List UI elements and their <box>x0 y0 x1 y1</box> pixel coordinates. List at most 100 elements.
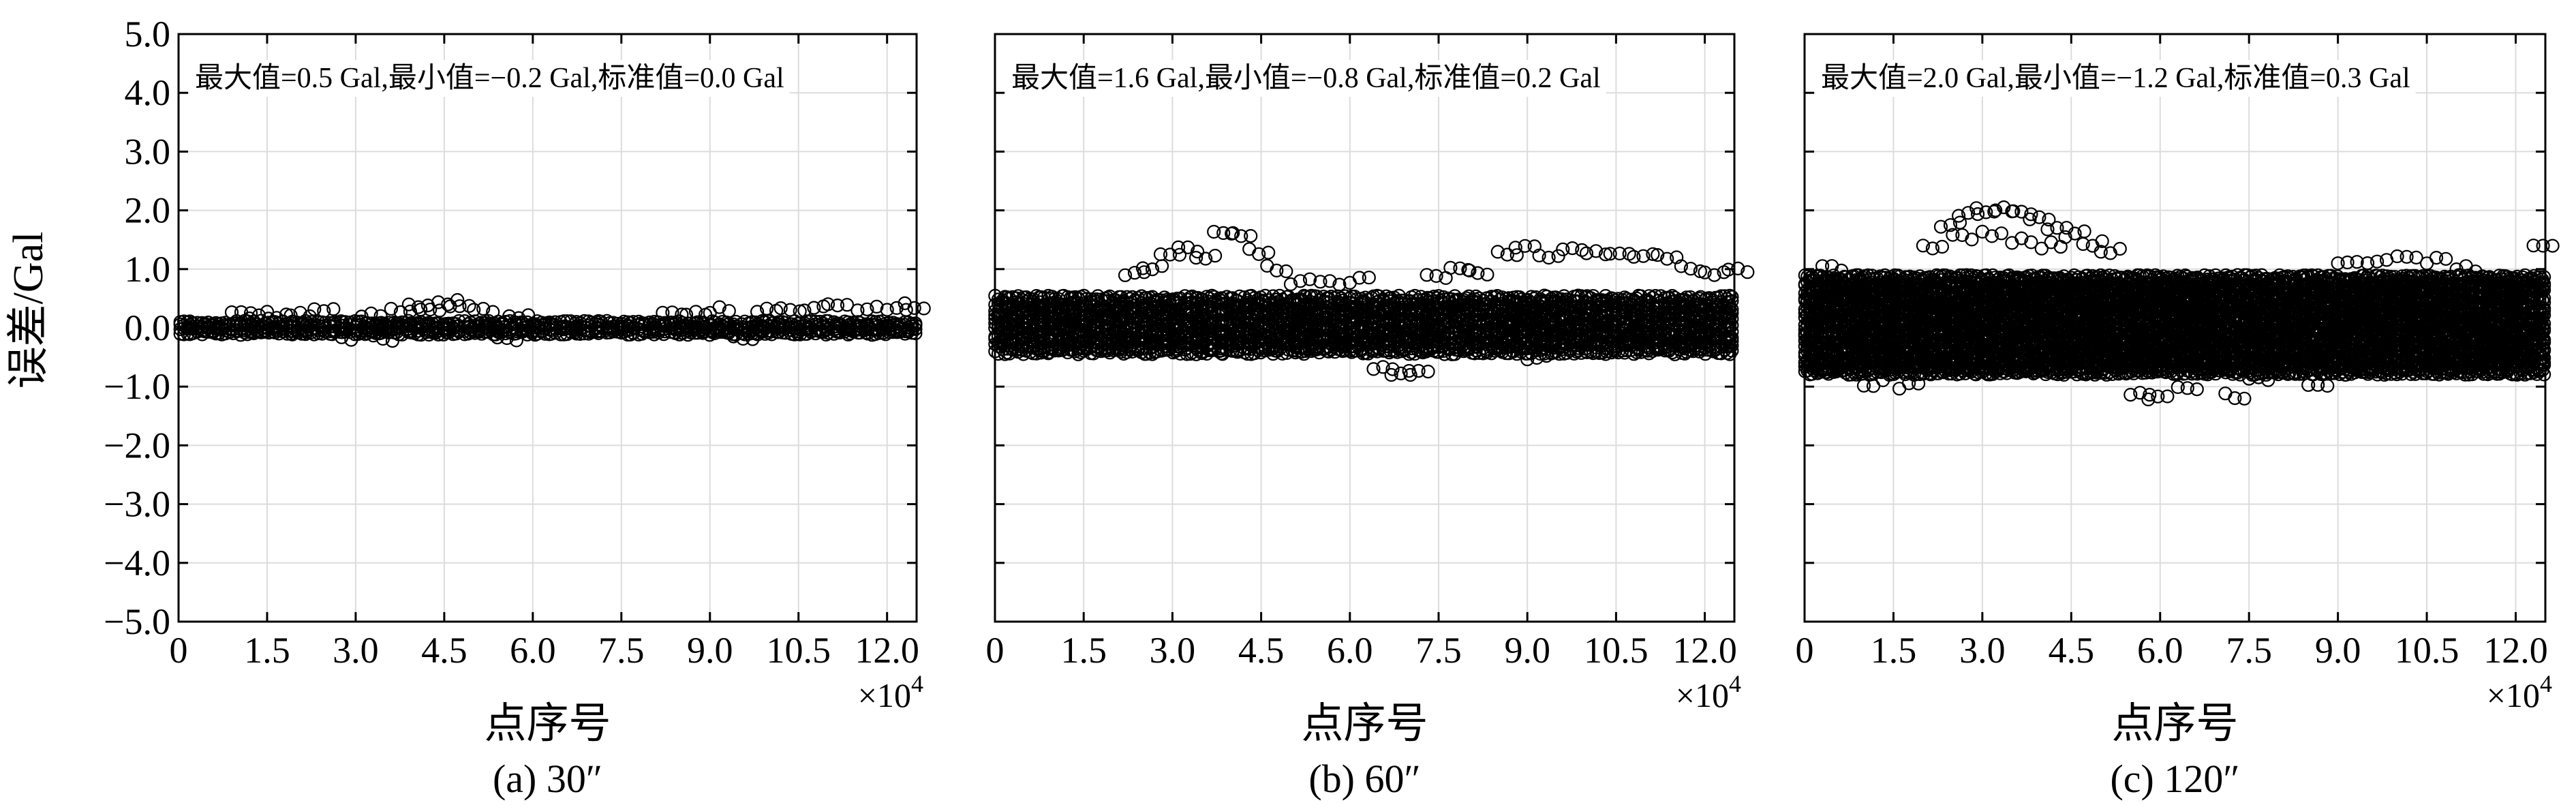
scatter-point <box>385 334 400 348</box>
scatter-point <box>502 309 517 323</box>
scatter-point <box>917 301 931 316</box>
x-tick-labels-a: 0 1.5 3.0 4.5 6.0 7.5 9.0 10.5 12.0 <box>170 630 919 671</box>
x-tick-label: 10.5 <box>766 630 831 671</box>
scatter-point <box>344 333 358 347</box>
y-tick-labels-a: −5.0−4.0−3.0−2.0−1.00.01.02.03.04.05.0 <box>104 14 170 642</box>
x-tick-label: 10.5 <box>1584 630 1649 671</box>
scatter-point <box>1242 242 1257 256</box>
scatter-point <box>243 306 258 320</box>
scatter-point <box>500 331 515 346</box>
scatter-point <box>453 299 467 314</box>
scatter-point <box>880 303 894 317</box>
scatter-point <box>1244 229 1258 243</box>
scatter-point <box>1421 364 1435 379</box>
x-tick-label: 1.5 <box>1060 630 1107 671</box>
scatter-point <box>317 304 331 318</box>
y-tick-label: −1.0 <box>104 366 170 407</box>
scatter-point <box>283 308 298 322</box>
scatter-point <box>1362 271 1376 285</box>
panel-c: 0 1.5 3.0 4.5 6.0 7.5 9.0 10.5 12.0 最大值=2.0 Gal,… <box>1796 33 2560 801</box>
scatter-point <box>807 301 821 315</box>
scatter-point <box>889 301 904 315</box>
scatter-point <box>490 331 505 345</box>
scatter-point <box>688 305 703 319</box>
x-tick-label: 6.0 <box>510 630 556 671</box>
scatter-point <box>840 298 855 312</box>
scatter-point <box>325 327 339 341</box>
x-tick-label: 4.5 <box>1238 630 1285 671</box>
y-tick-label: −3.0 <box>104 484 170 525</box>
scatter-point <box>521 308 536 322</box>
scatter-point <box>364 306 378 320</box>
scatter-point <box>373 309 388 323</box>
scatter-point <box>307 302 322 316</box>
caption-a: (a) 30″ <box>493 757 602 801</box>
scatter-point <box>242 312 257 326</box>
scatter-point <box>679 307 694 322</box>
scatter-point <box>783 303 797 317</box>
scatter-point <box>467 303 481 317</box>
scatter-point <box>850 303 865 318</box>
scatter-point <box>462 299 476 313</box>
x-tick-label: 3.0 <box>333 630 379 671</box>
scatter-point <box>726 329 741 344</box>
scatter-point <box>279 307 294 322</box>
scatter-point <box>665 305 679 320</box>
scatter-point <box>403 304 418 319</box>
scatter-point <box>303 309 317 324</box>
scatter-point <box>759 301 774 316</box>
x-tick-label: 9.0 <box>687 630 733 671</box>
scatter-point <box>712 300 726 314</box>
y-tick-label: 3.0 <box>125 131 171 172</box>
scatter-point <box>1279 264 1293 279</box>
scatter-point <box>224 305 239 320</box>
x-tick-label: 7.5 <box>598 630 645 671</box>
scatter-point <box>366 329 381 343</box>
x-tick-label: 6.0 <box>1327 630 1373 671</box>
scatter-point <box>431 295 446 309</box>
x-tick-label: 12.0 <box>1672 630 1737 671</box>
scatter-point <box>512 311 526 325</box>
x-tick-label: 0 <box>986 630 1005 671</box>
x-axis-title-a: 点序号 <box>484 701 611 747</box>
y-tick-label: −2.0 <box>104 425 170 466</box>
scatter-point <box>476 301 491 316</box>
y-axis-title: 误差/Gal <box>5 232 52 389</box>
scatter-point <box>908 316 923 331</box>
scatter-point <box>899 303 913 317</box>
caption-b: (b) 60″ <box>1308 757 1420 801</box>
x-tick-label: 3.0 <box>1150 630 1196 671</box>
panel-b: 0 1.5 3.0 4.5 6.0 7.5 9.0 10.5 12.0 最大值=1.6 Gal,… <box>986 33 1755 801</box>
scatter-point <box>423 303 438 317</box>
scatter-point <box>830 299 845 313</box>
scatter-point <box>656 305 670 320</box>
scatter-point <box>746 332 760 346</box>
scatter-point <box>326 302 341 316</box>
x-tick-label: 9.0 <box>1504 630 1550 671</box>
scatter-point <box>534 324 549 338</box>
scatter-point <box>354 309 369 324</box>
scatter-point <box>722 304 736 318</box>
x-multiplier-b: ×104 <box>1676 670 1741 714</box>
y-tick-label: 5.0 <box>125 14 171 55</box>
y-tick-label: 0.0 <box>125 307 171 348</box>
x-tick-label: 0 <box>170 630 188 671</box>
x-tick-label: 7.5 <box>1415 630 1462 671</box>
scatter-point <box>414 303 428 317</box>
scatter-point <box>750 305 765 319</box>
x-axis-title-b: 点序号 <box>1301 701 1428 747</box>
y-tick-label: 2.0 <box>125 190 171 231</box>
x-tick-label: 1.5 <box>244 630 290 671</box>
y-tick-label: −5.0 <box>104 601 170 642</box>
y-tick-label: 4.0 <box>125 72 171 113</box>
scatter-point <box>773 301 788 316</box>
scatter-point <box>269 311 284 325</box>
stats-annotation-a: 最大值=0.5 Gal,最小值=−0.2 Gal,标准值=0.0 Gal <box>195 63 784 94</box>
scatter-point <box>1260 258 1274 273</box>
scatter-points-a <box>173 293 931 348</box>
scatter-point <box>509 333 524 348</box>
scatter-point <box>251 308 266 322</box>
scatter-point <box>860 302 874 316</box>
ticks-a <box>177 33 917 623</box>
